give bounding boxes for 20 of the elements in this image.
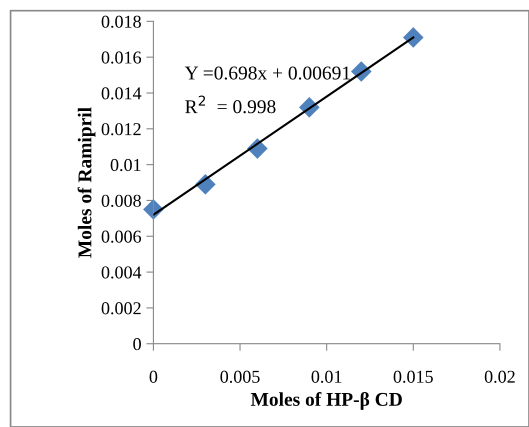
y-tick-label: 0.008 — [102, 194, 141, 207]
y-axis-title: Moles of Ramipril — [78, 107, 96, 258]
y-tick-label: 0.014 — [102, 87, 142, 100]
x-tick-label: 0.02 — [484, 370, 515, 383]
y-tick-label: 0.018 — [102, 16, 141, 28]
x-axis-title: Moles of HP-β CD — [250, 392, 402, 410]
x-tick-label: 0.005 — [220, 370, 260, 383]
point — [402, 27, 424, 48]
x-tick-label: 0.01 — [312, 370, 342, 383]
y-tick-label: 0.012 — [102, 123, 141, 136]
y-tick-label: 0.01 — [110, 158, 141, 172]
annotation: Y =0.698x + 0.00691 — [184, 66, 350, 80]
x-tick-label: 0.015 — [394, 370, 433, 383]
y-tick-label: 0.016 — [102, 51, 142, 64]
y-tick-label: 0.004 — [102, 266, 142, 279]
x-tick-label: 0 — [150, 370, 158, 383]
y-tick-label: 0.006 — [102, 230, 142, 243]
annotation: R$^{2}$ = 0.998 — [185, 96, 276, 114]
y-tick-label: 0 — [133, 338, 141, 350]
y-tick-label: 0.002 — [102, 302, 141, 314]
